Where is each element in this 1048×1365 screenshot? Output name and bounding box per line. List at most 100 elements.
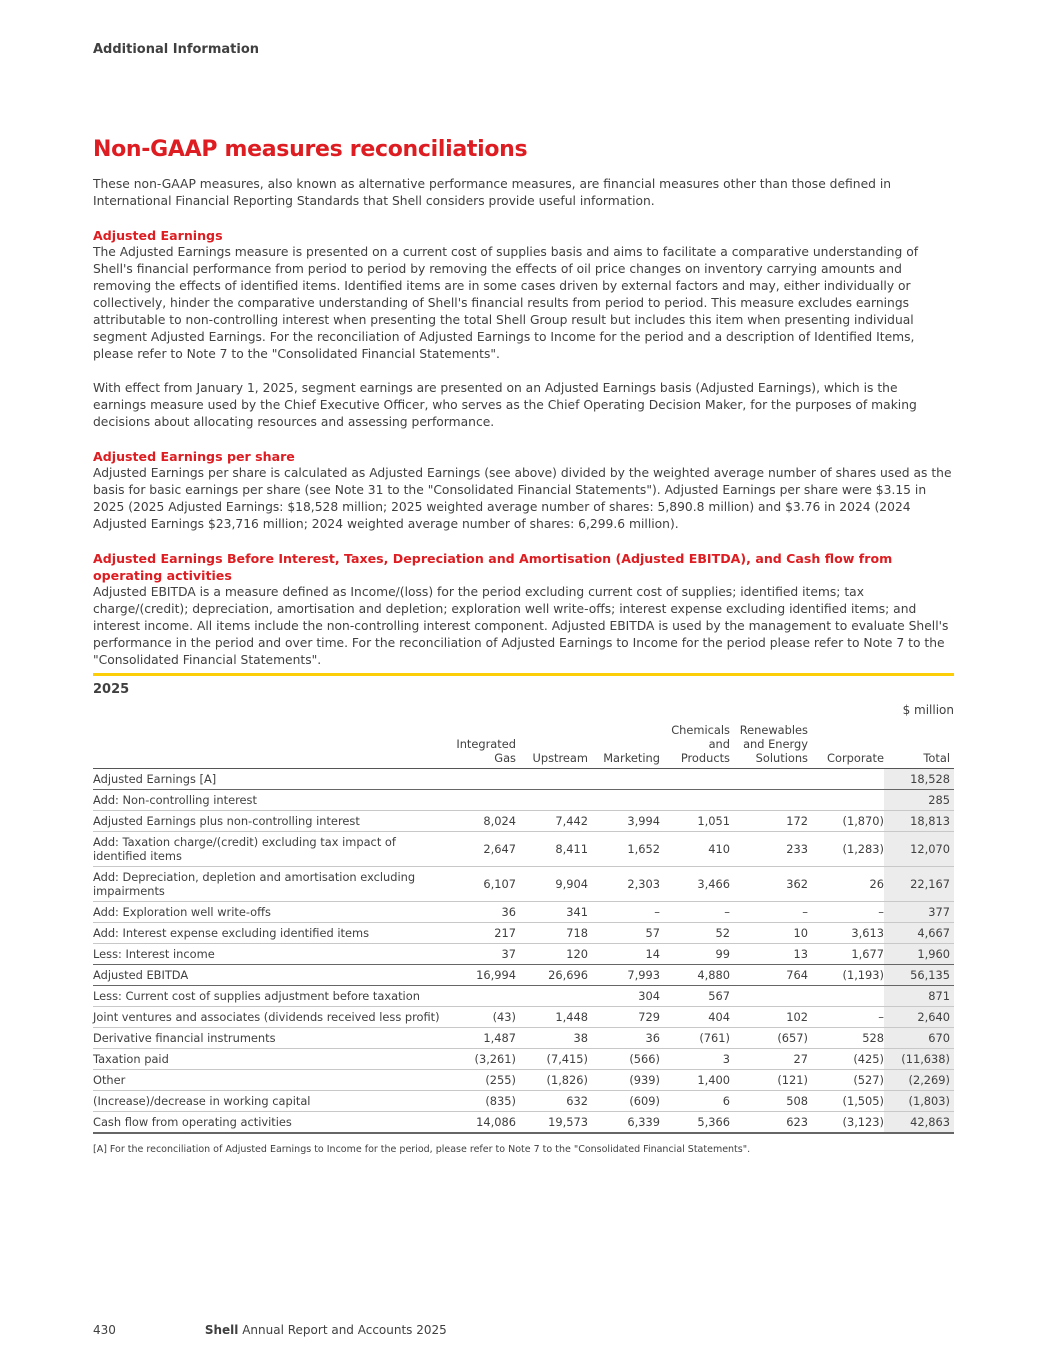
- cell-value: 3: [660, 1048, 730, 1070]
- column-header: Upstream: [532, 751, 589, 765]
- cell-value: 4,880: [660, 964, 730, 986]
- cell-value: 37: [446, 943, 516, 965]
- cell-value: 7,993: [588, 964, 660, 986]
- cell-value: (527): [808, 1069, 884, 1091]
- cell-value: (761): [660, 1027, 730, 1049]
- cell-value: 632: [516, 1090, 588, 1112]
- cell-value: 233: [730, 831, 808, 867]
- cell-value: 567: [660, 985, 730, 1007]
- cell-value: 377: [884, 901, 954, 923]
- column-header: Total: [923, 751, 950, 765]
- cell-value: 871: [884, 985, 954, 1007]
- table-row: Less: Current cost of supplies adjustmen…: [93, 985, 954, 1007]
- table-footnote: [A] For the reconciliation of Adjusted E…: [93, 1144, 751, 1155]
- cell-value: 4,667: [884, 922, 954, 944]
- cell-value: 362: [730, 866, 808, 902]
- cell-value: –: [808, 901, 884, 923]
- cell-value: [588, 768, 660, 790]
- cell-value: 36: [588, 1027, 660, 1049]
- table-row: Add: Non-controlling interest 285: [93, 789, 954, 811]
- cell-value: 56,135: [884, 964, 954, 986]
- column-header: Chemicals and Products: [671, 723, 730, 765]
- column-header: Marketing: [603, 751, 660, 765]
- cell-value: (1,193): [808, 964, 884, 986]
- cell-value: (1,826): [516, 1069, 588, 1091]
- cell-value: 3,466: [660, 866, 730, 902]
- row-label: (Increase)/decrease in working capital: [93, 1090, 446, 1112]
- cell-value: 341: [516, 901, 588, 923]
- report-name: Annual Report and Accounts 2025: [242, 1323, 447, 1337]
- column-header: Corporate: [827, 751, 884, 765]
- section-heading: Adjusted Earnings: [93, 228, 223, 243]
- cell-value: [446, 789, 516, 811]
- cell-value: 13: [730, 943, 808, 965]
- cell-value: 36: [446, 901, 516, 923]
- cell-value: (835): [446, 1090, 516, 1112]
- cell-value: 2,640: [884, 1006, 954, 1028]
- cell-value: 2,647: [446, 831, 516, 867]
- table-row: Less: Interest income 37 120 14 99 13 1,677 1,9…: [93, 943, 954, 965]
- cell-value: [660, 789, 730, 811]
- row-label: Joint ventures and associates (dividends…: [93, 1006, 446, 1028]
- cell-value: 18,528: [884, 768, 954, 790]
- row-label: Add: Taxation charge/(credit) excluding …: [93, 831, 446, 867]
- cell-value: 26,696: [516, 964, 588, 986]
- table-unit: $ million: [902, 703, 954, 717]
- row-label: Add: Depreciation, depletion and amortis…: [93, 866, 446, 902]
- sections: Adjusted Earnings The Adjusted Earnings m…: [93, 227, 953, 669]
- cell-value: 102: [730, 1006, 808, 1028]
- cell-value: [808, 985, 884, 1007]
- cell-value: 1,652: [588, 831, 660, 867]
- cell-value: 26: [808, 866, 884, 902]
- cell-value: (609): [588, 1090, 660, 1112]
- cell-value: [446, 768, 516, 790]
- cell-value: (425): [808, 1048, 884, 1070]
- table-row: Adjusted EBITDA 16,994 26,696 7,993 4,880 764…: [93, 964, 954, 986]
- reconciliation-table: Integrated Gas Upstream Marketing Chemicals…: [93, 723, 954, 1134]
- cell-value: 304: [588, 985, 660, 1007]
- section-paragraph: Adjusted Earnings per share is calculate…: [93, 466, 952, 531]
- table-row: (Increase)/decrease in working capital (8…: [93, 1090, 954, 1112]
- cell-value: –: [808, 1006, 884, 1028]
- cell-value: 27: [730, 1048, 808, 1070]
- cell-value: (255): [446, 1069, 516, 1091]
- row-label: Less: Interest income: [93, 943, 446, 965]
- cell-value: 1,487: [446, 1027, 516, 1049]
- cell-value: 729: [588, 1006, 660, 1028]
- cell-value: [516, 768, 588, 790]
- cell-value: 670: [884, 1027, 954, 1049]
- cell-value: 14,086: [446, 1111, 516, 1134]
- section-paragraph: The Adjusted Earnings measure is present…: [93, 245, 919, 361]
- cell-value: 8,411: [516, 831, 588, 867]
- section-paragraph: Adjusted EBITDA is a measure defined as …: [93, 585, 949, 667]
- cell-value: 38: [516, 1027, 588, 1049]
- cell-value: 410: [660, 831, 730, 867]
- row-label: Other: [93, 1069, 446, 1091]
- table-year: 2025: [93, 682, 130, 697]
- cell-value: (566): [588, 1048, 660, 1070]
- row-label: Adjusted EBITDA: [93, 964, 446, 986]
- reconciliation-table-section: 2025 $ million Integrated Gas Upstream Mar…: [93, 673, 954, 1155]
- table-row: Cash flow from operating activities 14,08…: [93, 1111, 954, 1134]
- cell-value: (3,261): [446, 1048, 516, 1070]
- cell-value: (1,870): [808, 810, 884, 832]
- cell-value: [516, 985, 588, 1007]
- cell-value: [808, 768, 884, 790]
- cell-value: 18,813: [884, 810, 954, 832]
- section-heading: Adjusted Earnings Before Interest, Taxes…: [93, 551, 893, 583]
- cell-value: [730, 768, 808, 790]
- page-title: Non-GAAP measures reconciliations: [93, 137, 528, 162]
- cell-value: 1,051: [660, 810, 730, 832]
- page-footer: 430 Shell Annual Report and Accounts 202…: [93, 1323, 447, 1337]
- cell-value: 217: [446, 922, 516, 944]
- row-label: Add: Interest expense excluding identifi…: [93, 922, 446, 944]
- cell-value: [808, 789, 884, 811]
- cell-value: 9,904: [516, 866, 588, 902]
- row-label: Taxation paid: [93, 1048, 446, 1070]
- table-row: Other (255) (1,826) (939) 1,400 (121) (527) (2,…: [93, 1069, 954, 1091]
- cell-value: (7,415): [516, 1048, 588, 1070]
- column-header: [93, 723, 446, 769]
- table-row: Adjusted Earnings plus non-controlling i…: [93, 810, 954, 832]
- cell-value: 120: [516, 943, 588, 965]
